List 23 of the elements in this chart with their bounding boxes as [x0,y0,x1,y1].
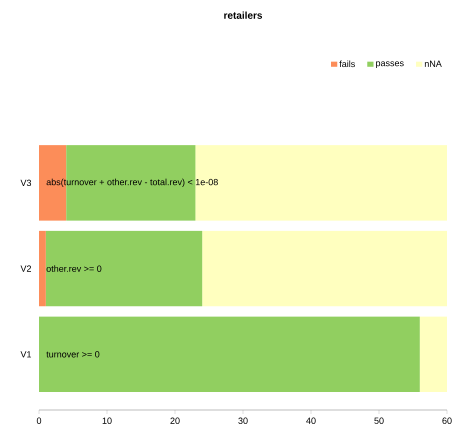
x-tick-label: 30 [238,418,248,424]
x-tick-label: 0 [36,418,42,424]
legend-label: passes [376,61,404,68]
bar [202,230,447,306]
x-tick-label: 50 [374,418,384,424]
annotation: abs(turnover + other.rev - total.rev) < 1e-08 [46,178,218,188]
legend-label: nNA [424,60,442,67]
bar [46,230,202,306]
bar [420,316,447,392]
x-tick-label: 40 [306,418,316,424]
annotation: other.rev >= 0 [46,265,102,272]
bar [39,316,420,392]
bar [39,230,46,306]
x-tick-label: 20 [170,418,180,424]
legend-label: fails [339,60,355,68]
y-tick-label: V2 [20,265,32,272]
x-tick-label: 10 [102,418,112,424]
x-tick-label: 60 [442,418,452,424]
y-tick-label: V3 [20,180,32,186]
bar [195,145,447,221]
chart-title: retailers [224,12,262,19]
y-tick-label: V1 [20,351,32,358]
annotation: turnover >= 0 [46,351,100,358]
